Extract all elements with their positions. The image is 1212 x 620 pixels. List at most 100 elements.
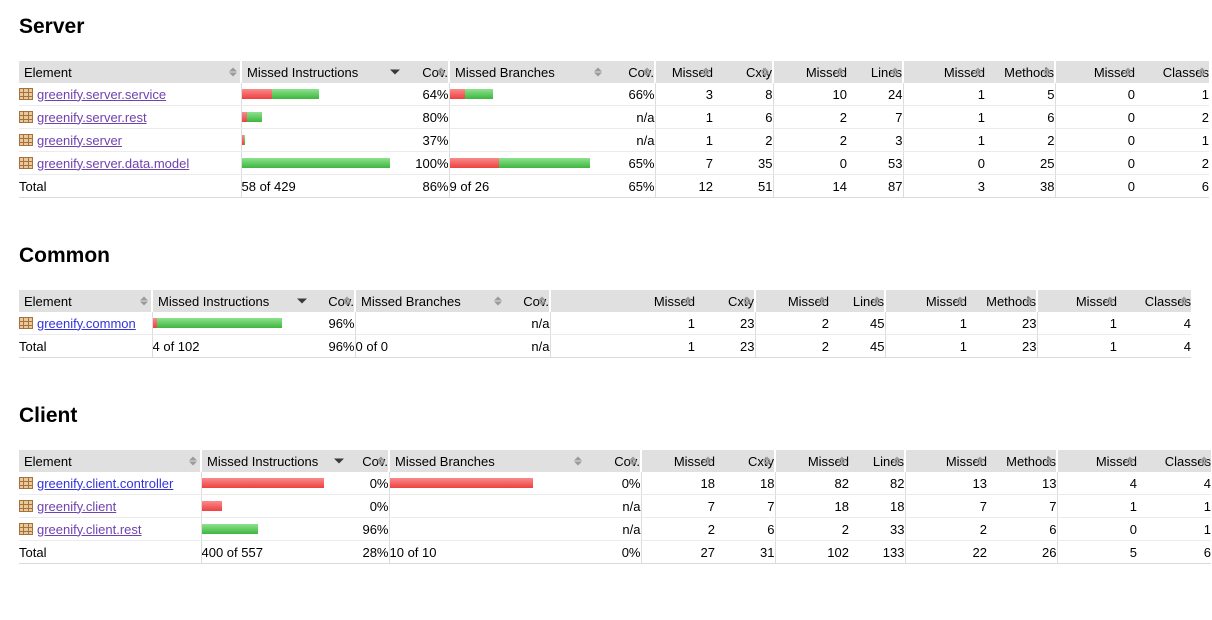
metric-cell: 3 <box>847 128 903 152</box>
column-header-missed-instructions-1[interactable]: Missed Instructions <box>240 61 403 83</box>
column-header-missed-branches-3[interactable]: Missed Branches <box>448 61 605 83</box>
sort-both-icon <box>1198 67 1206 77</box>
metric-cell: 13 <box>904 472 987 495</box>
coverage-bar <box>450 158 605 168</box>
column-header-cov-4[interactable]: Cov. <box>505 290 550 312</box>
total-row: Total 400 of 557 28% 10 of 10 0% 27 31 102 133 22… <box>19 540 1211 564</box>
sort-both-icon <box>377 456 385 466</box>
package-link[interactable]: greenify.client.rest <box>37 521 142 537</box>
report-root: Server Element Missed Instructions Cov. Miss… <box>19 15 1212 564</box>
column-header-cxty-6[interactable]: Cxty <box>715 450 775 472</box>
sort-both-icon <box>743 296 751 306</box>
covered-bar-segment <box>242 158 390 168</box>
total-instruction-coverage-cell: 28% <box>347 540 389 564</box>
total-branch-coverage-cell: n/a <box>505 334 550 358</box>
package-icon <box>19 316 33 330</box>
metric-cell: 7 <box>654 151 713 175</box>
missed-branches-cell <box>388 517 585 541</box>
missed-branches-cell <box>448 83 605 106</box>
missed-branches-cell <box>388 494 585 518</box>
column-header-methods-10[interactable]: Methods <box>967 290 1037 312</box>
element-cell: greenify.client.rest <box>19 517 201 541</box>
coverage-bar <box>450 89 605 99</box>
package-row: greenify.client.rest 96% n/a 2 6 2 33 2 6 0 1 <box>19 517 1211 541</box>
coverage-bar <box>390 478 585 488</box>
column-header-missed-branches-3[interactable]: Missed Branches <box>388 450 585 472</box>
column-header-cov-4[interactable]: Cov. <box>585 450 641 472</box>
column-header-methods-10[interactable]: Methods <box>985 61 1055 83</box>
column-header-label: Missed Branches <box>395 453 495 469</box>
section-title-server: Server <box>19 15 85 38</box>
column-header-missed-5[interactable]: Missed <box>654 61 713 83</box>
column-header-missed-instructions-1[interactable]: Missed Instructions <box>151 290 310 312</box>
column-header-missed-11[interactable]: Missed <box>1036 290 1117 312</box>
sort-both-icon <box>956 296 964 306</box>
total-metric-cell: 22 <box>904 540 987 564</box>
metric-cell: 35 <box>713 151 773 175</box>
column-header-cxty-6[interactable]: Cxty <box>695 290 755 312</box>
metric-cell: 45 <box>829 312 885 335</box>
column-header-missed-11[interactable]: Missed <box>1056 450 1137 472</box>
metric-cell: 0 <box>902 151 985 175</box>
column-header-cov-2[interactable]: Cov. <box>403 61 449 83</box>
column-header-element-0[interactable]: Element <box>19 290 152 312</box>
covered-bar-segment <box>246 112 262 122</box>
metric-cell: 2 <box>1135 151 1209 175</box>
column-header-missed-5[interactable]: Missed <box>549 290 695 312</box>
branch-coverage-cell: n/a <box>505 312 550 335</box>
sort-both-icon <box>1126 456 1134 466</box>
column-header-cxty-6[interactable]: Cxty <box>713 61 773 83</box>
metric-cell: 24 <box>847 83 903 106</box>
column-header-label: Element <box>24 453 72 469</box>
package-link[interactable]: greenify.server.rest <box>37 109 147 125</box>
column-header-element-0[interactable]: Element <box>19 450 201 472</box>
package-row: greenify.server 37% n/a 1 2 2 3 1 2 0 1 <box>19 128 1209 152</box>
column-header-missed-7[interactable]: Missed <box>774 450 849 472</box>
column-header-cov-2[interactable]: Cov. <box>347 450 389 472</box>
column-header-lines-8[interactable]: Lines <box>849 450 905 472</box>
package-link[interactable]: greenify.server.data.model <box>37 155 190 171</box>
sort-both-icon <box>893 456 901 466</box>
package-link[interactable]: greenify.common <box>37 315 136 331</box>
column-header-missed-9[interactable]: Missed <box>904 450 987 472</box>
package-link[interactable]: greenify.server <box>37 132 123 148</box>
coverage-bar <box>242 158 403 168</box>
column-header-missed-branches-3[interactable]: Missed Branches <box>354 290 505 312</box>
column-header-missed-7[interactable]: Missed <box>754 290 829 312</box>
column-header-classes-12[interactable]: Classes <box>1117 290 1191 312</box>
package-icon <box>19 156 33 170</box>
column-header-cov-4[interactable]: Cov. <box>605 61 655 83</box>
metric-cell: 2 <box>774 517 849 541</box>
column-header-methods-10[interactable]: Methods <box>987 450 1057 472</box>
column-header-lines-8[interactable]: Lines <box>847 61 903 83</box>
metric-cell: 4 <box>1117 312 1191 335</box>
column-header-missed-9[interactable]: Missed <box>884 290 967 312</box>
column-header-missed-11[interactable]: Missed <box>1054 61 1135 83</box>
element-cell: greenify.server.data.model <box>19 151 241 175</box>
package-link[interactable]: greenify.client.controller <box>37 475 174 491</box>
metric-cell: 1 <box>1056 494 1137 518</box>
package-link[interactable]: greenify.client <box>37 498 117 514</box>
column-header-missed-instructions-1[interactable]: Missed Instructions <box>200 450 347 472</box>
column-header-cov-2[interactable]: Cov. <box>310 290 355 312</box>
column-header-classes-12[interactable]: Classes <box>1137 450 1211 472</box>
instruction-coverage-cell: 37% <box>403 128 449 152</box>
column-header-missed-9[interactable]: Missed <box>902 61 985 83</box>
package-icon <box>19 87 33 101</box>
metric-cell: 7 <box>847 105 903 129</box>
column-header-classes-12[interactable]: Classes <box>1135 61 1209 83</box>
instruction-coverage-cell: 96% <box>310 312 355 335</box>
total-label-cell: Total <box>19 540 201 564</box>
metric-cell: 6 <box>985 105 1055 129</box>
branch-coverage-cell: n/a <box>605 128 655 152</box>
total-metric-cell: 45 <box>829 334 885 358</box>
column-header-missed-5[interactable]: Missed <box>640 450 715 472</box>
column-header-element-0[interactable]: Element <box>19 61 241 83</box>
total-label-cell: Total <box>19 174 241 198</box>
column-header-lines-8[interactable]: Lines <box>829 290 885 312</box>
package-link[interactable]: greenify.server.service <box>37 86 167 102</box>
missed-instructions-cell <box>240 83 403 106</box>
missed-bar-segment <box>202 478 324 488</box>
column-header-missed-7[interactable]: Missed <box>772 61 847 83</box>
missed-instructions-cell <box>200 494 347 518</box>
